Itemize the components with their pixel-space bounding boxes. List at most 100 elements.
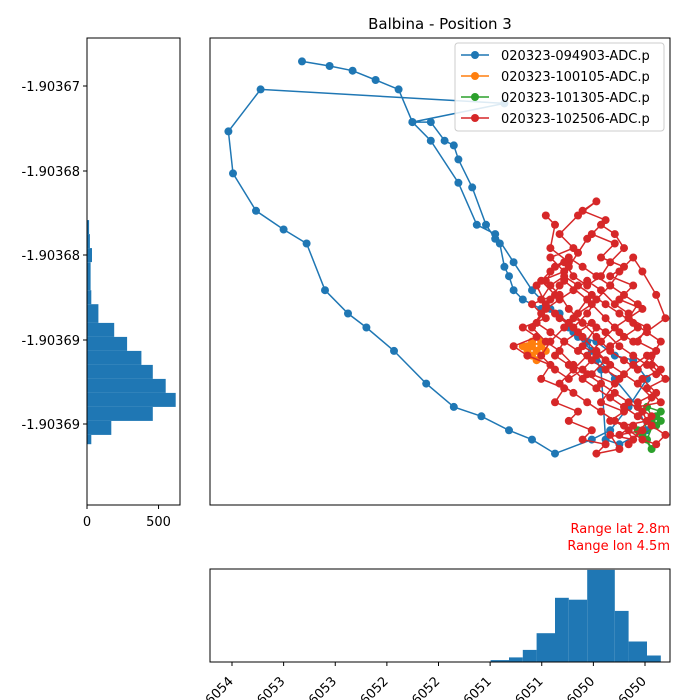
ytick-label: -1.90369 [22,418,80,433]
series-4-point-122 [620,244,628,253]
series-4-point-156 [643,328,651,337]
lon-hist-bar-10 [647,655,661,662]
series-1-point-8 [440,136,449,145]
series-4-point-142 [620,370,628,379]
series-4-point-32 [629,281,638,290]
series-2-point-12 [523,342,532,351]
series-4-point-106 [638,267,647,276]
series-4-point-203 [652,370,661,379]
ytick-label: -1.90368 [22,165,80,180]
main-plot-series [224,57,670,458]
series-1-point-7 [426,118,435,127]
ytick-label: -1.90369 [22,334,80,349]
series-1-point-1 [298,57,306,66]
lon-hist-bar-3 [522,649,537,662]
lon-hist-bar-1 [490,660,509,662]
series-4-point-48 [528,300,536,309]
lon-hist-bar-6 [568,599,588,662]
series-4-point-187 [661,430,670,439]
range-lon-label: Range lon 4.5m [567,539,670,554]
series-4-point-125 [583,234,592,243]
series-4-point-13 [597,398,605,407]
series-4-point-69 [633,398,642,407]
series-4-point-58 [574,407,582,416]
series-1-point-30 [551,449,559,458]
series-4-point-94 [564,374,573,383]
series-4-point-36 [610,239,619,248]
legend-label: 020323-094903-ADC.p [501,49,650,64]
series-1-point-38 [344,309,352,318]
series-4-point-181 [583,398,592,407]
series-4-point-2 [551,220,559,229]
series-4-point-57 [551,398,559,407]
series-4-point-140 [647,393,656,402]
chart-title: Balbina - Position 3 [368,15,512,33]
series-1-point-47 [408,118,417,127]
series-4-point-154 [615,309,624,318]
lon-hist-xtick-label: 6051 [513,674,547,700]
main-plot-frame [209,37,671,506]
series-4-point-151 [574,281,582,290]
series-1-point-34 [449,402,458,411]
lat-histogram-frame [86,37,181,506]
series-4-point-35 [597,253,605,262]
series-4-point-24 [661,374,670,383]
series-4-point-188 [647,421,656,430]
series-1-point-35 [422,379,431,388]
series-1-point-32 [505,426,513,435]
series-1-point-42 [252,206,260,215]
series-4-point-157 [656,337,665,346]
series-4-point-197 [574,328,582,337]
ytick-label: -1.90368 [22,249,80,264]
series-1-point-11 [468,183,477,192]
series-4-point-193 [578,374,587,383]
lon-histogram-frame [209,568,671,663]
series-4-point-59 [564,416,573,425]
series-1-point-15 [500,262,509,271]
series-4-point-66 [629,435,638,444]
series-4-point-87 [610,300,619,309]
series-4-point-148 [537,295,546,304]
legend-swatch-marker [471,72,479,80]
series-4-point-186 [652,440,661,449]
series-4-point-50 [518,323,527,332]
series-1-point-5 [394,85,403,94]
series-4-point-78 [574,346,582,355]
series-4-point-60 [587,426,596,435]
series-4-point-146 [564,318,573,327]
range-lat-label: Range lat 2.8m [571,522,670,537]
series-4-point-104 [661,314,670,323]
series-4-point-159 [633,365,642,374]
series-1-point-14 [495,239,504,248]
series-1-point-10 [454,155,463,164]
series-4-point-95 [551,365,559,374]
series-1-point-37 [362,323,371,332]
series-4-point-194 [564,360,573,369]
lon-hist-bar-9 [628,641,647,662]
series-4-point-123 [610,230,619,239]
series-4-point-80 [546,328,555,337]
legend-item-1: 020323-094903-ADC.p [461,49,650,64]
series-4-point-105 [652,290,661,299]
series-4-point-118 [569,272,578,281]
lon-hist-xtick-label: 6050 [564,674,598,700]
series-4-point-44 [546,253,555,262]
series-4-point-198 [587,318,596,327]
legend-item-2: 020323-100105-ADC.p [461,70,650,85]
series-4-point-130 [537,309,546,318]
lat-histogram-xticks: 0 500 [83,505,171,530]
series-4-point-52 [509,342,518,351]
series-4-point-62 [601,440,610,449]
series-1-point-45 [256,85,265,94]
series-1-point-52 [509,258,518,267]
lon-hist-xtick-label: 6052 [358,674,392,700]
lon-histogram-xticks: 6054 6053 6053 6052 6052 6051 6051 6050 6050 [203,662,650,700]
legend: 020323-094903-ADC.p 020323-100105-ADC.p 02… [454,42,665,132]
main-plot: 020323-094903-ADC.p 020323-100105-ADC.p 02… [209,37,671,506]
series-4-point-167 [551,262,559,271]
lat-histogram-yticks: -1.90367 -1.90368 -1.90368 -1.90369 -1.90369 [22,80,87,433]
series-1-point-17 [509,286,518,295]
lon-hist-xtick-label: 6053 [254,674,288,700]
series-4-point-163 [578,318,587,327]
